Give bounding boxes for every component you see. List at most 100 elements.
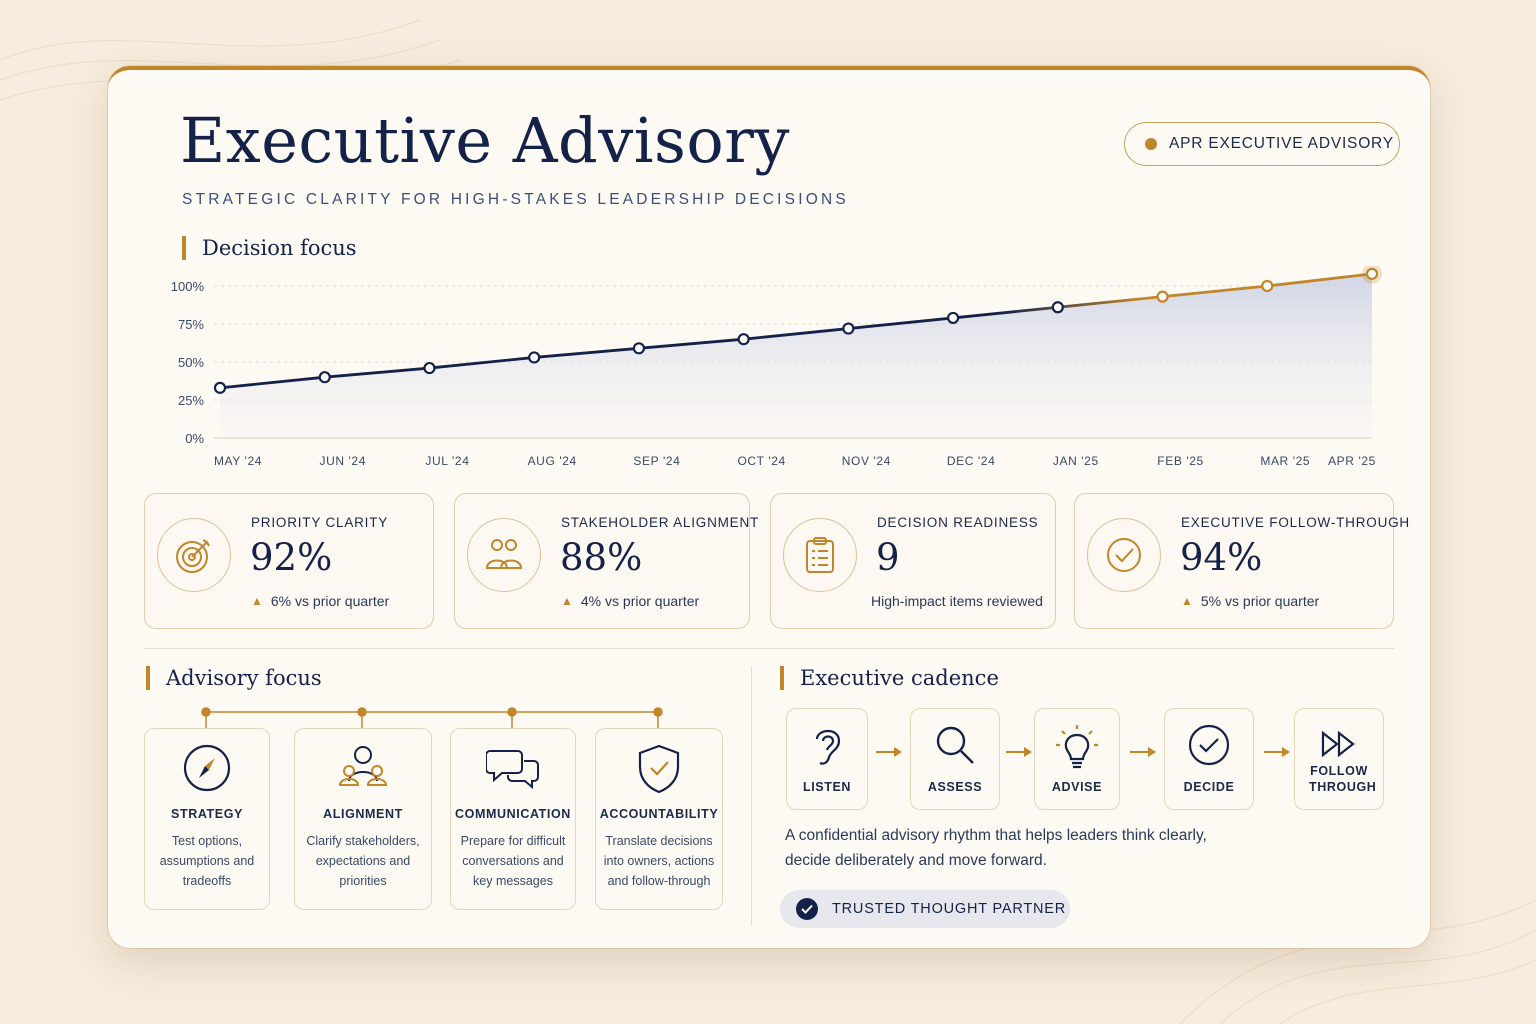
x-tick-label: SEP '24 (633, 454, 680, 468)
focus-desc: Translate decisions into owners, actions… (603, 834, 715, 888)
kpi-value: 88% (560, 536, 643, 579)
column-divider (751, 666, 752, 926)
cadence-step-assess: ASSESS (910, 708, 1000, 810)
check-circle-icon (1087, 518, 1161, 592)
kpi-label: EXECUTIVE FOLLOW-THROUGH (1181, 515, 1410, 530)
check-icon (796, 898, 818, 920)
focus-title: STRATEGY (171, 807, 243, 821)
cadence-step-advise: ADVISE (1034, 708, 1120, 810)
step-label: LISTEN (802, 780, 852, 794)
badge-label: APR EXECUTIVE ADVISORY (1169, 135, 1394, 152)
up-triangle-icon: ▲ (561, 594, 573, 608)
data-point (423, 361, 436, 375)
group-icon (295, 743, 431, 793)
step-label: ASSESS (927, 780, 983, 794)
x-tick-label: AUG '24 (528, 454, 577, 468)
target-icon (157, 518, 231, 592)
arrow-right-icon (1006, 747, 1032, 757)
kpi-card-executive-follow-through: EXECUTIVE FOLLOW-THROUGH 94% ▲ 5% vs prio… (1074, 493, 1409, 629)
compass-icon (145, 743, 269, 793)
x-tick-label: JAN '25 (1053, 454, 1099, 468)
focus-card-alignment: ALIGNMENT Clarify stakeholders, expectat… (294, 728, 432, 910)
data-point (318, 371, 331, 384)
section-accent-bar (146, 666, 150, 690)
y-tick-label: 25% (178, 393, 204, 408)
kpi-value: 92% (250, 536, 333, 579)
cadence-description: A confidential advisory rhythm that help… (785, 827, 1207, 869)
kpi-delta: ▲ 4% vs prior quarter (561, 593, 700, 609)
x-tick-label: DEC '24 (947, 454, 996, 468)
focus-title: ALIGNMENT (323, 807, 403, 821)
x-tick-label: JUN '24 (319, 454, 366, 468)
y-tick-label: 75% (178, 317, 204, 332)
arrow-right-icon (876, 747, 902, 757)
arrow-right-icon (1264, 747, 1290, 757)
chat-bubbles-icon (451, 743, 575, 793)
data-point (1156, 290, 1169, 303)
fast-forward-icon (1295, 723, 1383, 759)
chart-section-title: Decision focus (202, 236, 357, 260)
x-tick-label: MAR '25 (1260, 454, 1310, 468)
kpi-card-stakeholder-alignment: STAKEHOLDER ALIGNMENT 88% ▲ 4% vs prior q… (454, 493, 758, 629)
magnifier-icon (911, 723, 999, 767)
kpi-delta: ▲ 5% vs prior quarter (1181, 593, 1320, 609)
focus-desc: Prepare for difficult conversations and … (460, 834, 566, 888)
trusted-partner-pill: TRUSTED THOUGHT PARTNER (780, 890, 1070, 928)
focus-card-communication: COMMUNICATION Prepare for difficult conv… (450, 728, 576, 910)
page-subtitle: STRATEGIC CLARITY FOR HIGH-STAKES LEADER… (182, 191, 849, 208)
data-point (946, 311, 960, 325)
badge-dot-icon (1145, 138, 1157, 150)
series-line (219, 272, 1373, 390)
focus-card-accountability: ACCOUNTABILITY Translate decisions into … (595, 728, 723, 910)
up-triangle-icon: ▲ (251, 594, 263, 608)
data-point (1365, 267, 1379, 280)
cadence-step-follow-through: FOLLOW THROUGH (1294, 708, 1384, 810)
data-point (1051, 301, 1064, 314)
people-icon (467, 518, 541, 592)
data-point (528, 351, 541, 364)
decision-focus-chart: 0% 25% 50% 75% 100% MAY '24 JUN '24 JUL '24 AUG … (171, 266, 1382, 468)
kpi-value: 94% (1180, 536, 1263, 579)
executive-cadence-heading: Executive cadence (780, 666, 999, 690)
focus-desc: Clarify stakeholders, expectations and p… (306, 834, 420, 888)
step-label: DECIDE (1183, 780, 1235, 794)
focus-desc: Test options, assumptions and tradeoffs (159, 834, 255, 888)
kpi-card-decision-readiness: DECISION READINESS 9 High-impact items r… (770, 493, 1056, 629)
section-divider (144, 648, 1394, 649)
section-accent-bar (182, 236, 186, 260)
arrow-right-icon (1130, 747, 1156, 757)
kpi-delta: ▲ 6% vs prior quarter (251, 593, 390, 609)
focus-card-strategy: STRATEGY Test options, assumptions and t… (144, 728, 270, 910)
ear-icon (787, 723, 867, 769)
cadence-step-decide: DECIDE (1164, 708, 1254, 810)
chart-section-heading: Decision focus (182, 236, 357, 260)
advisory-focus-title: Advisory focus (166, 666, 322, 690)
x-tick-label: APR '25 (1328, 454, 1376, 468)
data-point (842, 322, 855, 335)
period-badge[interactable]: APR EXECUTIVE ADVISORY (1124, 122, 1400, 166)
lightbulb-icon (1035, 723, 1119, 771)
kpi-value: 9 (876, 536, 900, 579)
kpi-label: STAKEHOLDER ALIGNMENT (561, 515, 760, 530)
y-tick-label: 50% (178, 355, 204, 370)
x-tick-label: FEB '25 (1157, 454, 1204, 468)
data-point (737, 333, 750, 346)
section-accent-bar (780, 666, 784, 690)
kpi-card-priority-clarity: PRIORITY CLARITY 92% ▲ 6% vs prior quarte… (144, 493, 434, 629)
cadence-step-listen: LISTEN (786, 708, 868, 810)
kpi-label: PRIORITY CLARITY (251, 515, 389, 530)
check-circle-icon (1165, 723, 1253, 767)
data-point (1261, 279, 1274, 293)
kpi-label: DECISION READINESS (877, 515, 1039, 530)
x-tick-label: MAY '24 (214, 454, 262, 468)
page-title: Executive Advisory (180, 104, 790, 177)
up-triangle-icon: ▲ (1181, 594, 1193, 608)
shield-check-icon (596, 743, 722, 795)
x-tick-label: NOV '24 (842, 454, 891, 468)
clipboard-icon (783, 518, 857, 592)
area-fill (220, 273, 1372, 438)
data-point (632, 342, 646, 355)
step-label: ADVISE (1051, 780, 1103, 794)
advisory-focus-heading: Advisory focus (146, 666, 322, 690)
pill-label: TRUSTED THOUGHT PARTNER (832, 901, 1067, 917)
